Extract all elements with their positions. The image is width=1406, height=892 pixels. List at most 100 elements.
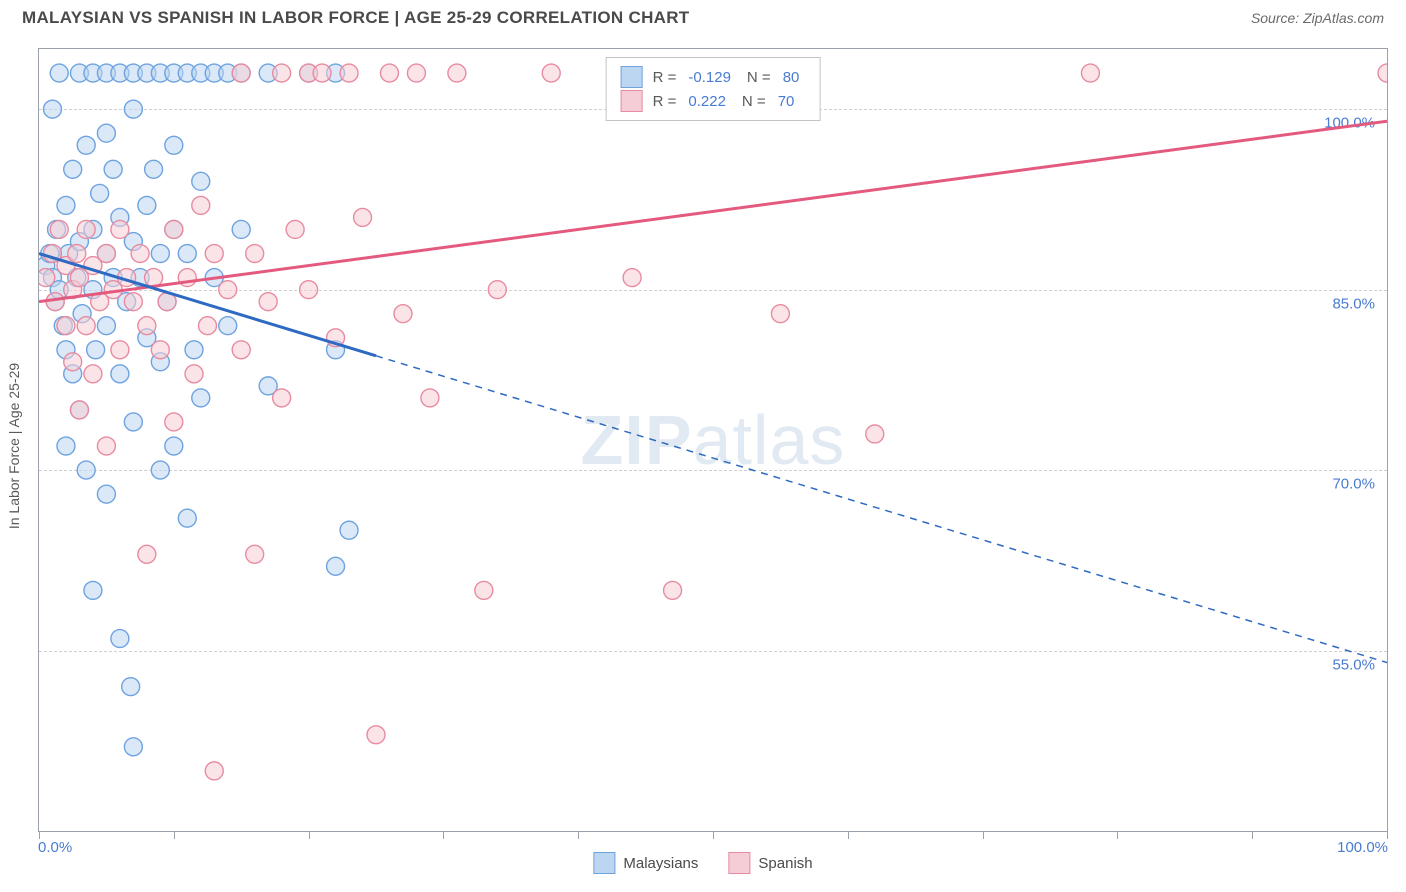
spanish-point [131,245,149,263]
r-label: R = [653,69,677,86]
legend-item-spanish: Spanish [728,852,812,874]
spanish-point [623,269,641,287]
spanish-point [407,64,425,82]
spanish-point [165,413,183,431]
spanish-point [286,220,304,238]
regression-line-spanish [39,121,1387,301]
spanish-point [664,581,682,599]
x-tick [983,831,984,839]
malaysians-point [138,196,156,214]
x-tick [174,831,175,839]
malaysians-point [327,557,345,575]
malaysians-point [185,341,203,359]
malaysians-point [145,160,163,178]
spanish-point [57,317,75,335]
malaysians-point [165,437,183,455]
spanish-point [111,341,129,359]
malaysians-point [64,160,82,178]
malaysians-point [77,461,95,479]
spanish-point [394,305,412,323]
n-value-malaysians: 80 [783,69,800,86]
spanish-point [771,305,789,323]
spanish-point [1378,64,1387,82]
y-axis-label: In Labor Force | Age 25-29 [6,363,22,529]
malaysians-point [219,317,237,335]
spanish-point [246,545,264,563]
malaysians-point [232,220,250,238]
malaysians-point [178,509,196,527]
malaysians-point [192,389,210,407]
spanish-point [340,64,358,82]
malaysians-point [192,172,210,190]
spanish-point [138,545,156,563]
malaysians-point [340,521,358,539]
spanish-point [39,269,55,287]
plot-svg [39,49,1387,831]
spanish-point [232,64,250,82]
chart-source: Source: ZipAtlas.com [1251,10,1384,26]
spanish-point [475,581,493,599]
spanish-point [199,317,217,335]
malaysians-point [57,196,75,214]
malaysians-point [124,413,142,431]
swatch-spanish [621,90,643,112]
spanish-point [367,726,385,744]
plot-area: R = -0.129 N = 80 R = 0.222 N = 70 ZIPat… [38,48,1388,832]
spanish-point [300,281,318,299]
legend-label-spanish: Spanish [758,855,812,872]
spanish-point [205,245,223,263]
spanish-point [77,220,95,238]
malaysians-point [97,124,115,142]
r-value-spanish: 0.222 [688,93,726,110]
malaysians-point [97,485,115,503]
spanish-point [232,341,250,359]
spanish-point [64,353,82,371]
spanish-point [185,365,203,383]
x-tick [39,831,40,839]
r-value-malaysians: -0.129 [688,69,731,86]
x-tick [443,831,444,839]
spanish-point [421,389,439,407]
x-tick [848,831,849,839]
spanish-point [542,64,560,82]
spanish-point [50,220,68,238]
spanish-point [273,64,291,82]
x-tick [1252,831,1253,839]
regression-line-malaysians-dashed [376,356,1387,663]
spanish-point [219,281,237,299]
malaysians-point [178,245,196,263]
spanish-point [111,220,129,238]
x-tick [1117,831,1118,839]
x-tick [578,831,579,839]
r-label: R = [653,93,677,110]
chart-title: MALAYSIAN VS SPANISH IN LABOR FORCE | AG… [22,8,689,28]
swatch-malaysians [621,66,643,88]
spanish-point [205,762,223,780]
malaysians-point [124,100,142,118]
legend-series: Malaysians Spanish [593,852,812,874]
malaysians-point [151,245,169,263]
legend-stats-row-spanish: R = 0.222 N = 70 [621,90,806,112]
spanish-point [145,269,163,287]
malaysians-point [97,317,115,335]
malaysians-point [57,437,75,455]
malaysians-point [111,630,129,648]
malaysians-point [165,136,183,154]
spanish-point [97,437,115,455]
regression-line-malaysians-solid [39,254,376,356]
spanish-point [380,64,398,82]
x-axis-max-label: 100.0% [1337,839,1388,856]
spanish-point [448,64,466,82]
x-tick [1387,831,1388,839]
swatch-spanish-bottom [728,852,750,874]
spanish-point [84,365,102,383]
spanish-point [488,281,506,299]
spanish-point [1081,64,1099,82]
spanish-point [165,220,183,238]
malaysians-point [77,136,95,154]
spanish-point [259,293,277,311]
malaysians-point [104,160,122,178]
malaysians-point [124,738,142,756]
malaysians-point [43,100,61,118]
x-axis-min-label: 0.0% [38,839,72,856]
